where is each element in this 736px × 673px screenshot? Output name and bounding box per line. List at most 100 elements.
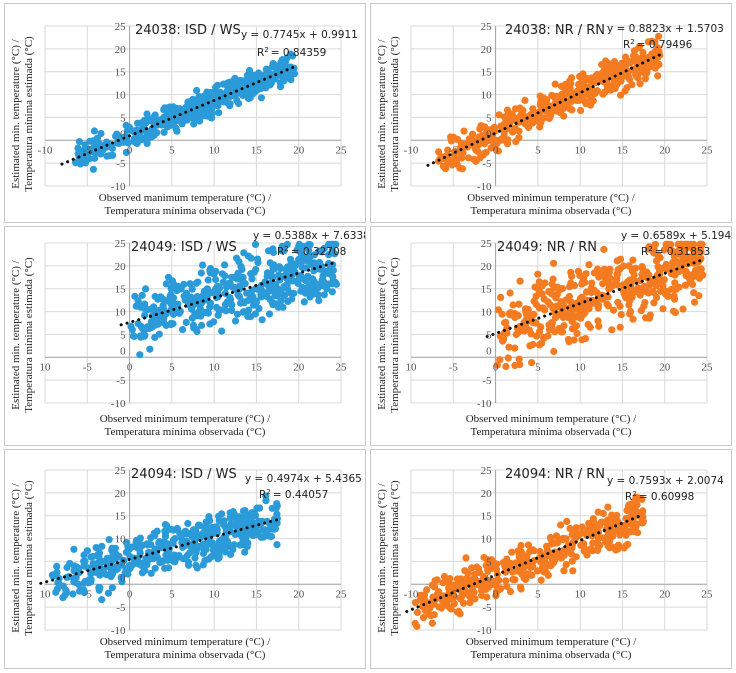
data-point (141, 311, 149, 319)
data-point (193, 86, 201, 95)
data-point (188, 305, 196, 313)
data-point (307, 252, 315, 260)
data-point (608, 511, 616, 519)
data-point (568, 74, 576, 82)
chart-title: 24038: ISD / WS (135, 23, 241, 38)
data-point (565, 338, 573, 346)
data-point (201, 557, 209, 565)
data-point (161, 521, 169, 529)
data-point (594, 317, 602, 325)
data-point (90, 127, 98, 135)
y-tick-label: 20 (481, 261, 493, 273)
y-tick-label: -5 (482, 158, 492, 170)
data-point (298, 283, 306, 291)
data-point (622, 53, 630, 61)
y-tick-label: 20 (481, 44, 493, 56)
data-point (604, 82, 613, 90)
data-point (435, 148, 443, 156)
data-point (492, 592, 500, 600)
x-tick-label: -10 (404, 588, 419, 600)
data-point (321, 280, 329, 288)
data-point (511, 115, 519, 123)
data-point (131, 138, 139, 146)
data-point (648, 246, 656, 254)
x-tick-label: 0 (493, 144, 499, 156)
data-point (278, 247, 286, 255)
data-point (567, 95, 575, 103)
chart-panel: -10 -5 0 5 10 15 20 25 -10 -5 5 10 15 20 25 0 24038: NR… (370, 3, 732, 223)
y-axis-label: Estimated min. temperature (°C) /Tempera… (376, 257, 401, 413)
data-point (190, 120, 198, 128)
y-tick-label: 0 (486, 345, 492, 357)
data-point (165, 107, 173, 116)
data-point (182, 103, 190, 111)
data-point (555, 324, 563, 333)
data-point (572, 524, 580, 532)
data-point (96, 584, 104, 592)
data-point (562, 561, 570, 569)
data-point (506, 588, 515, 596)
y-tick-label: 10 (115, 90, 127, 102)
data-point (450, 593, 458, 602)
data-point (188, 285, 196, 293)
data-point (605, 521, 613, 529)
data-point (144, 115, 152, 123)
data-point (504, 354, 512, 362)
data-point (224, 538, 232, 546)
data-point (463, 574, 471, 582)
data-point (573, 96, 581, 104)
data-point (653, 293, 661, 302)
x-tick-label: 10 (40, 361, 52, 373)
data-point (535, 278, 543, 286)
data-point (247, 270, 255, 278)
y-tick-label: 5 (486, 329, 492, 341)
r-squared-label: R2 = 0.32708 (277, 245, 346, 258)
data-point (689, 246, 697, 254)
data-point (516, 361, 524, 369)
data-point (213, 91, 221, 99)
y-tick-label: 15 (481, 511, 493, 523)
data-point (533, 117, 541, 125)
y-tick-label: 5 (120, 329, 126, 341)
data-point (495, 576, 503, 584)
data-point (440, 572, 448, 581)
data-point (645, 289, 653, 297)
data-point (188, 314, 196, 322)
data-point (655, 267, 664, 275)
data-point (199, 261, 207, 269)
data-point (234, 291, 242, 299)
data-point (659, 305, 667, 313)
chart-title: 24049: NR / RN (497, 240, 597, 255)
data-point (655, 32, 663, 40)
data-point (656, 254, 664, 262)
data-point (479, 151, 487, 159)
data-point (587, 545, 595, 553)
data-point (241, 531, 250, 539)
data-point (595, 268, 603, 276)
data-point (216, 540, 224, 548)
data-point (458, 165, 466, 173)
data-point (235, 258, 243, 266)
data-point (505, 117, 513, 125)
data-point (550, 259, 558, 267)
data-point (151, 564, 159, 572)
data-point (616, 323, 624, 331)
y-tick-label: 10 (481, 534, 493, 546)
data-point (566, 88, 574, 96)
data-point (567, 268, 575, 276)
data-point (104, 589, 112, 597)
data-point (212, 83, 220, 91)
data-point (524, 541, 532, 549)
data-point (276, 79, 284, 87)
data-point (300, 298, 308, 306)
trend-equation: y = 0.5388x + 7.6338 (253, 230, 366, 242)
data-point (698, 240, 706, 248)
x-tick-label: 5 (535, 144, 541, 156)
x-axis-label: Observed minimun temperature (°C) / Tempe… (467, 192, 635, 217)
data-point (544, 571, 552, 579)
data-point (557, 102, 565, 110)
data-point (503, 582, 511, 591)
data-point (458, 140, 466, 148)
chart-panel: -10 -5 0 5 10 15 20 25 -10 -5 5 10 15 20 25 0 24038: IS… (4, 3, 366, 223)
